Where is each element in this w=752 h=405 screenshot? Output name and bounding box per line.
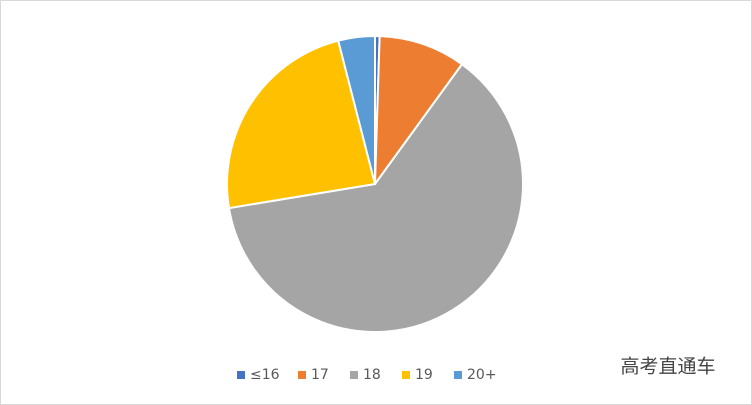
legend-swatch: [454, 371, 462, 379]
legend-label: 17: [311, 367, 329, 383]
pie-slice: [336, 34, 376, 185]
legend-label: 18: [363, 367, 381, 383]
legend-swatch: [237, 371, 245, 379]
watermark: 高考直通车: [620, 356, 715, 378]
pie-slice: [226, 39, 377, 210]
legend-label: 19: [415, 367, 433, 383]
legend-label: 20+: [467, 367, 497, 383]
pie-slice: [373, 35, 464, 188]
legend-swatch: [402, 371, 410, 379]
legend-swatch: [298, 371, 306, 379]
legend-label: ≤16: [250, 367, 280, 383]
pie-slice: [227, 62, 524, 333]
legend-swatch: [350, 371, 358, 379]
